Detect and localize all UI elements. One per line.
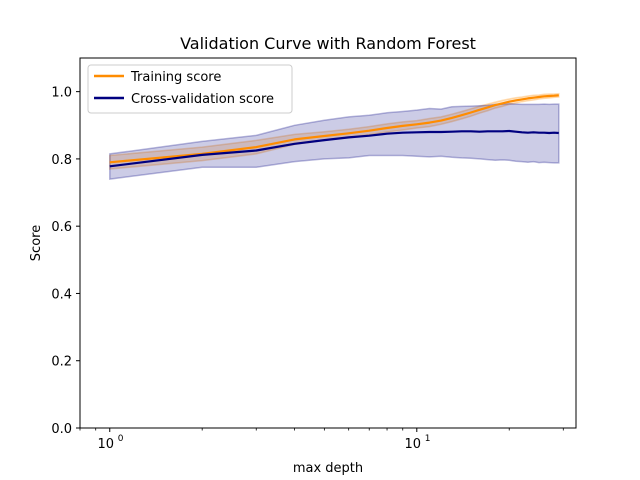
y-tick-label-3: 0.6	[51, 220, 72, 235]
x-tick-label-1: 10	[405, 437, 422, 452]
x-axis: 10 0 10 1	[79, 428, 564, 452]
y-tick-label-5: 1.0	[51, 86, 72, 101]
chart-title: Validation Curve with Random Forest	[180, 34, 476, 53]
x-tick-exponent-1: 1	[425, 434, 431, 444]
series-lines	[109, 94, 559, 168]
line-series-1	[109, 129, 559, 168]
y-axis-label: Score	[29, 225, 44, 261]
y-tick-label-1: 0.2	[51, 355, 72, 370]
band-series-0	[109, 92, 560, 170]
x-tick-label-0: 10	[97, 437, 114, 452]
y-tick-label-2: 0.4	[51, 287, 72, 302]
legend-label-1: Cross-validation score	[131, 92, 274, 107]
line-series-0	[109, 94, 559, 164]
y-tick-label-4: 0.8	[51, 153, 72, 168]
x-tick-exponent-0: 0	[118, 434, 124, 444]
legend: Training score Cross-validation score	[87, 64, 293, 114]
y-tick-label-0: 0.0	[51, 422, 72, 437]
legend-box	[87, 64, 293, 114]
x-axis-label: max depth	[293, 461, 363, 476]
y-axis: 0.0 0.2 0.4 0.6 0.8 1.0	[51, 86, 80, 437]
legend-label-0: Training score	[130, 70, 221, 85]
confidence-bands	[109, 92, 560, 180]
band-series-1	[109, 102, 560, 180]
axes-frame	[79, 57, 577, 429]
